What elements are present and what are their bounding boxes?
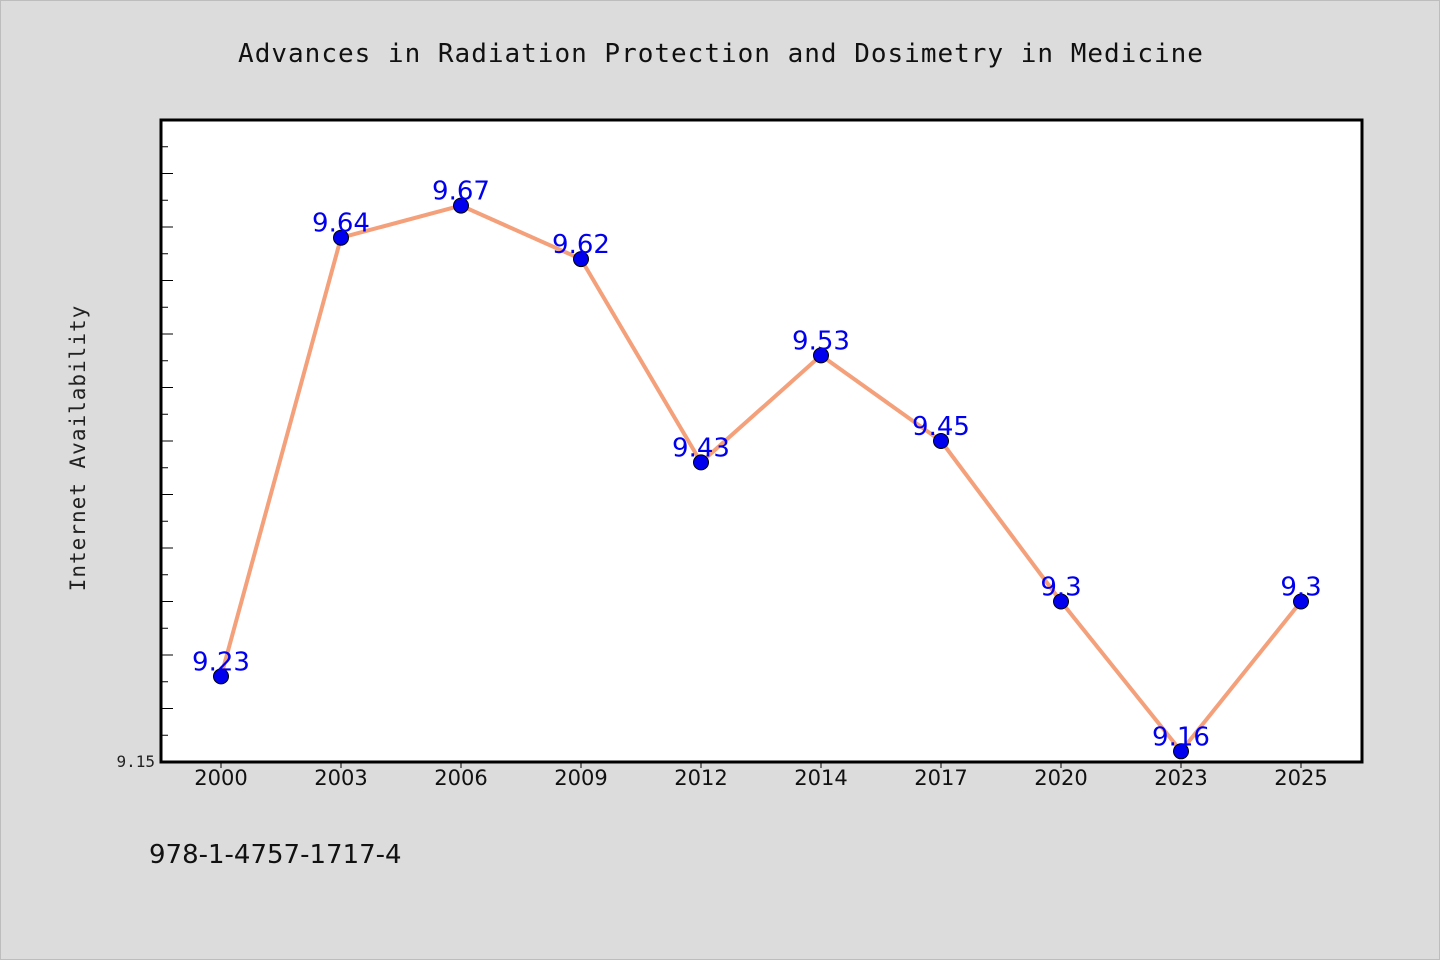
plot-area — [161, 120, 1362, 762]
data-point-marker — [573, 251, 589, 268]
x-tick-label: 2000 — [194, 766, 247, 790]
series-line — [219, 203, 1303, 754]
data-point-label: 9.67 — [432, 177, 490, 207]
data-point-marker — [693, 454, 709, 471]
data-point-marker — [1173, 743, 1189, 760]
data-point-label: 9.64 — [312, 209, 370, 239]
data-point-label: 9.45 — [912, 412, 970, 442]
x-tick-label: 2025 — [1274, 766, 1327, 790]
data-point-label: 9.16 — [1152, 722, 1210, 752]
footer-isbn: 978-1-4757-1717-4 — [149, 840, 402, 870]
x-tick-label: 2023 — [1154, 766, 1207, 790]
x-tick-label: 2003 — [314, 766, 367, 790]
data-point-marker — [213, 668, 229, 685]
data-point-label: 9.62 — [552, 230, 610, 260]
data-point-label: 9.43 — [672, 433, 730, 463]
x-tick-label: 2006 — [434, 766, 487, 790]
y-axis-label: Internet Availability — [66, 305, 90, 592]
y-axis-ticks — [161, 119, 173, 763]
data-point-label: 9.3 — [1280, 573, 1321, 603]
x-tick-label: 2017 — [914, 766, 967, 790]
data-point-label: 9.53 — [792, 326, 850, 356]
data-point-marker — [1293, 593, 1309, 610]
series-markers — [213, 197, 1309, 760]
data-point-marker — [813, 347, 829, 364]
data-point-label: 9.3 — [1040, 573, 1081, 603]
data-point-label: 9.23 — [192, 647, 250, 677]
data-point-marker — [333, 229, 349, 246]
series-data-labels: 9.23 9.64 9.67 9.62 9.43 9.53 9.45 9.3 9.16 9.3 — [192, 177, 1322, 753]
plot-frame — [159, 118, 1364, 764]
x-axis-tick-labels: 2000 2003 2006 2009 2012 2014 2017 2020 2023 2025 — [194, 766, 1327, 790]
x-tick-label: 2014 — [794, 766, 847, 790]
y-tick-label-min: 9.15 — [116, 752, 155, 771]
data-point-marker — [453, 197, 469, 214]
x-tick-label: 2020 — [1034, 766, 1087, 790]
data-point-marker — [933, 433, 949, 449]
x-tick-label: 2009 — [554, 766, 607, 790]
data-point-marker — [1053, 593, 1069, 610]
chart-title: Advances in Radiation Protection and Dos… — [238, 39, 1204, 69]
x-tick-label: 2012 — [674, 766, 727, 790]
